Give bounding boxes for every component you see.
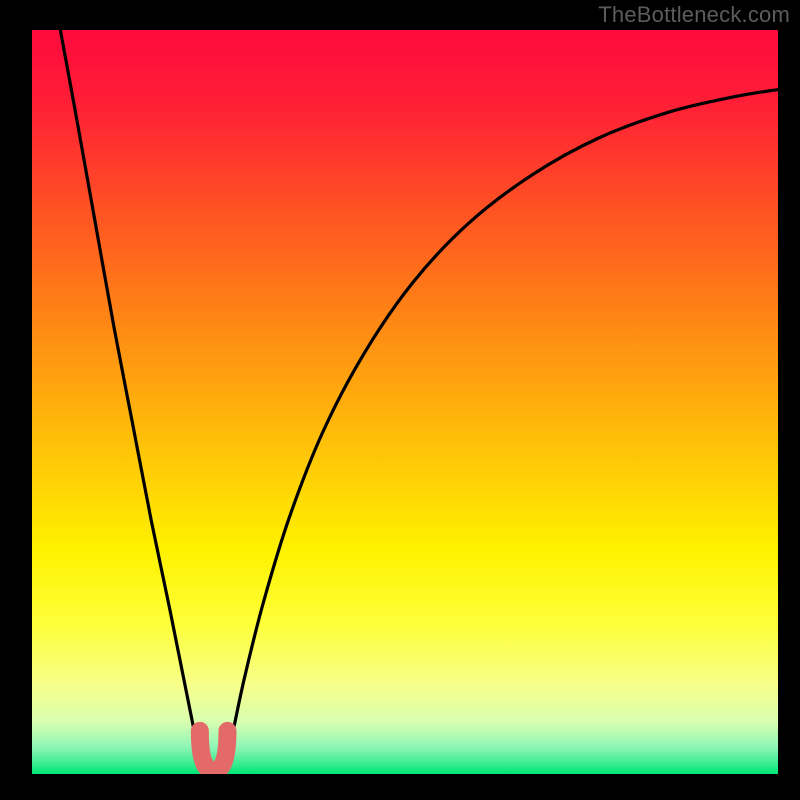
chart-frame: TheBottleneck.com	[0, 0, 800, 800]
bottleneck-chart	[0, 0, 800, 800]
heat-gradient-background	[32, 30, 778, 774]
watermark-text: TheBottleneck.com	[598, 2, 790, 28]
